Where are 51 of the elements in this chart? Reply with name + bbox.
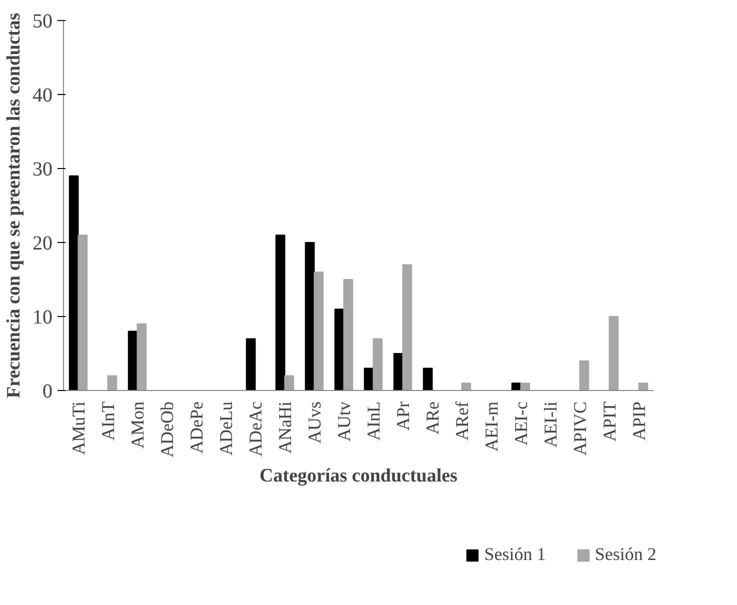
x-axis-title: Categorías conductuales (260, 465, 458, 486)
legend-label: Sesión 1 (484, 544, 546, 565)
bar (107, 375, 118, 390)
x-tick-label: ADePe (186, 401, 206, 454)
x-tick-label: AInL (363, 401, 384, 440)
bar (68, 175, 79, 390)
x-tick-label: ADeLu (216, 402, 236, 456)
y-tick-label: 0 (42, 380, 52, 402)
x-tick-label: AUvs (304, 401, 324, 444)
bar (402, 264, 412, 390)
bar (128, 330, 138, 390)
bar (393, 353, 404, 390)
y-tick-label: 10 (32, 306, 52, 328)
y-tick-label: 30 (32, 158, 52, 180)
x-tick-label: APIVC (570, 401, 590, 456)
y-tick-label: 20 (32, 232, 52, 254)
bar (608, 316, 619, 390)
x-tick-label: AUtv (334, 402, 354, 442)
bar (579, 360, 590, 390)
bar (334, 308, 344, 390)
y-tick-label: 40 (32, 84, 52, 106)
x-tick-label: ARe (422, 401, 442, 434)
bar (284, 375, 294, 390)
bar (304, 242, 315, 390)
x-tick-label: ANaHi (274, 401, 295, 454)
x-tick-label: APIP (628, 402, 649, 441)
bar (343, 279, 354, 390)
bar (314, 272, 324, 390)
y-tick-label: 50 (32, 10, 52, 32)
bar (275, 234, 286, 390)
bar (246, 338, 256, 390)
x-tick-label: AMuTi (68, 401, 88, 455)
x-tick-label: AEI-m (481, 402, 502, 452)
x-tick-label: ARef (452, 401, 472, 440)
bar (422, 368, 433, 390)
x-tick-label: APIT (599, 401, 620, 442)
y-axis-title: Frecuencia con que se preentaron las conductas (4, 12, 24, 398)
bar (372, 338, 383, 390)
bar (520, 382, 530, 390)
bar (461, 382, 472, 390)
bar (638, 382, 648, 390)
x-tick-label: AEI-li (540, 402, 560, 448)
x-tick-label: ADeOb (156, 401, 177, 458)
x-tick-label: APr (392, 401, 413, 431)
x-tick-label: AEI-c (510, 401, 531, 446)
x-tick-label: ADeAc (245, 401, 266, 456)
legend-label: Sesión 2 (594, 544, 656, 565)
x-tick-label: AMon (127, 401, 148, 449)
bar (78, 234, 88, 390)
x-tick-label: AInT (98, 401, 118, 440)
bar (136, 323, 147, 390)
